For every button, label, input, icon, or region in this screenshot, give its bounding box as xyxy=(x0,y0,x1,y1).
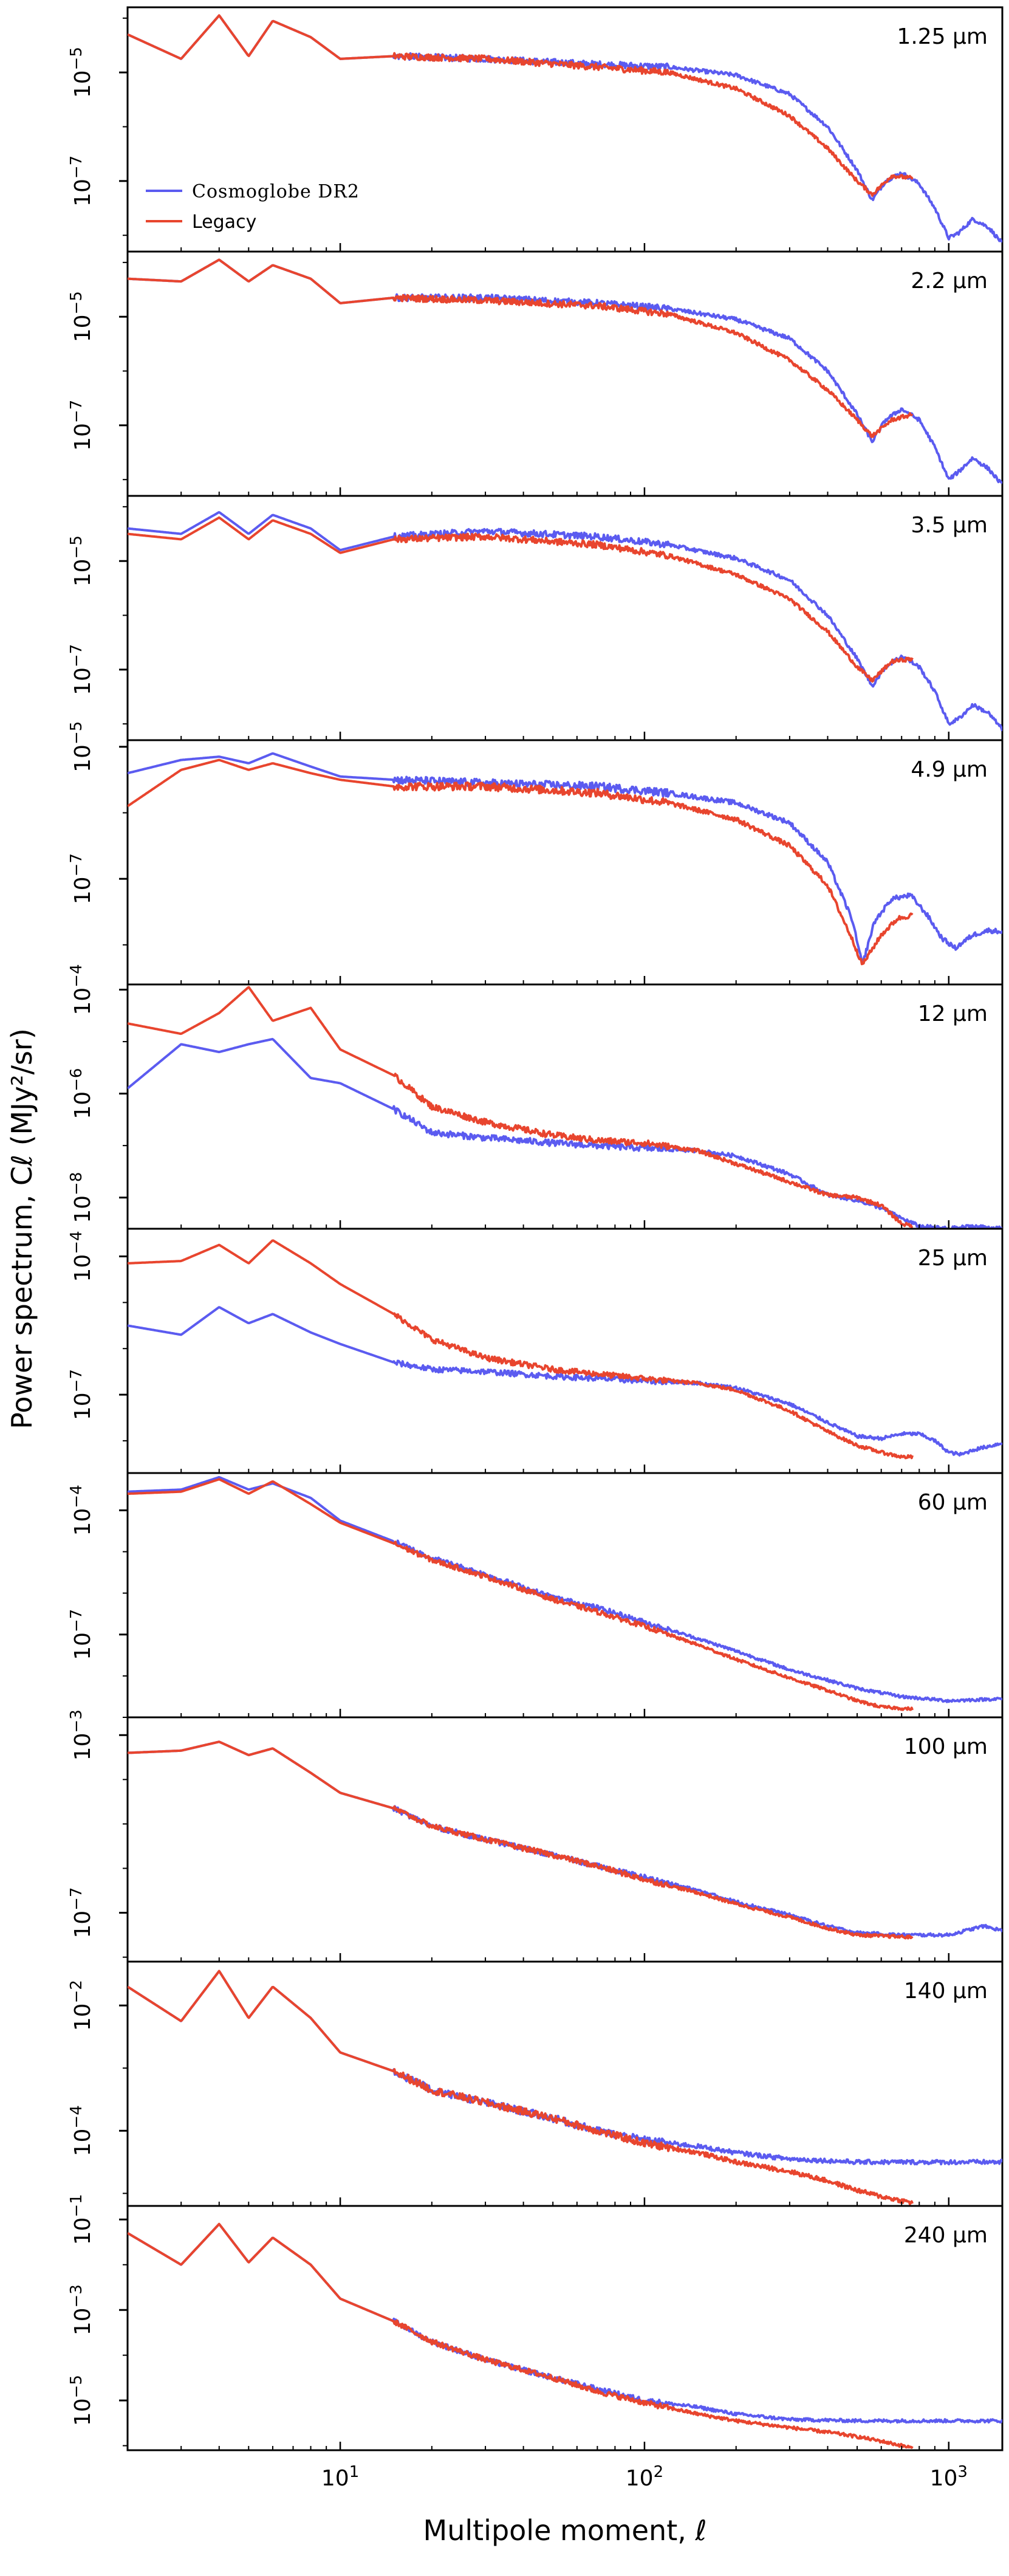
panel-wavelength-label: 12 μm xyxy=(918,1001,988,1026)
panel-frame xyxy=(126,983,1004,1230)
y-tick-label: 10−7 xyxy=(67,1609,95,1660)
y-tick-label: 10−2 xyxy=(67,1980,95,2031)
panel-25um: 10−4 10−7 25 μm xyxy=(67,1228,1004,1474)
panel-frame xyxy=(126,250,1004,497)
series-legacy-line xyxy=(128,986,914,1229)
y-tick-label: 10−4 xyxy=(67,2105,95,2156)
panel-wavelength-label: 240 μm xyxy=(904,2223,988,2248)
y-tick-label: 10−7 xyxy=(67,853,95,904)
series-legacy-line xyxy=(128,2222,914,2449)
panel-3.5um: 10−5 10−7 3.5 μm xyxy=(67,495,1004,741)
series-cosmoglobe-line xyxy=(128,752,1002,964)
x-tick-label: 101 xyxy=(321,2463,359,2491)
series-legacy-line xyxy=(128,758,914,966)
panel-wavelength-label: 2.2 μm xyxy=(911,269,988,294)
y-tick-label: 10−5 xyxy=(67,721,95,772)
y-tick-label: 10−7 xyxy=(67,1369,95,1420)
series-cosmoglobe-line xyxy=(128,1306,1002,1457)
series-legacy-line xyxy=(128,1478,914,1711)
panel-4.9um: 10−5 10−7 4.9 μm xyxy=(67,721,1004,986)
y-tick-label: 10−7 xyxy=(67,156,95,207)
panel-frame xyxy=(126,1228,1004,1474)
panel-frame xyxy=(126,1716,1004,1963)
series-legacy-line xyxy=(128,14,914,197)
y-tick-label: 10−7 xyxy=(67,644,95,695)
panel-wavelength-label: 140 μm xyxy=(904,1979,988,2004)
panel-wavelength-label: 25 μm xyxy=(918,1246,988,1271)
panel-frame xyxy=(126,1472,1004,1719)
panel-240um: 10−1 10−3 10−5 240 μm xyxy=(67,2194,1004,2451)
y-tick-label: 10−4 xyxy=(67,1485,95,1536)
panel-12um: 10−4 10−6 10−8 12 μm xyxy=(67,964,1004,1230)
series-legacy-line xyxy=(128,258,914,438)
series-cosmoglobe-line xyxy=(128,1037,1002,1229)
series-cosmoglobe-line xyxy=(128,511,1002,732)
panel-wavelength-label: 3.5 μm xyxy=(911,513,988,538)
legend-label: Legacy xyxy=(192,211,256,233)
y-tick-label: 10−6 xyxy=(67,1068,95,1119)
panel-frame xyxy=(126,6,1004,253)
y-tick-label: 10−4 xyxy=(67,964,95,1015)
panel-frame xyxy=(126,2205,1004,2451)
y-tick-label: 10−3 xyxy=(67,2284,95,2335)
y-tick-label: 10−5 xyxy=(67,2375,95,2426)
legend: Cosmoglobe DR2 Legacy xyxy=(146,181,360,233)
x-axis-title: Multipole moment, ℓ xyxy=(423,2514,707,2547)
x-tick-label: 103 xyxy=(930,2463,968,2491)
panel-frame xyxy=(126,1960,1004,2207)
y-tick-label: 10−3 xyxy=(67,1709,95,1760)
series-legacy-line xyxy=(128,1740,914,1940)
panel-1.25um: 10−5 10−7 1.25 μm Cosmoglobe DR2 Legacy xyxy=(67,6,1004,253)
panel-140um: 10−2 10−4 140 μm xyxy=(67,1960,1004,2207)
y-tick-label: 10−7 xyxy=(67,400,95,451)
panel-2.2um: 10−5 10−7 2.2 μm xyxy=(67,250,1004,497)
panel-frame xyxy=(126,739,1004,986)
x-tick-label: 102 xyxy=(626,2463,663,2491)
y-tick-label: 10−5 xyxy=(67,291,95,342)
series-legacy-line xyxy=(128,516,914,683)
y-tick-label: 10−7 xyxy=(67,1887,95,1939)
series-cosmoglobe-line xyxy=(128,1475,1002,1703)
y-tick-label: 10−5 xyxy=(67,47,95,98)
series-legacy-line xyxy=(128,1239,914,1460)
y-tick-label: 10−4 xyxy=(67,1231,95,1282)
y-tick-label: 10−8 xyxy=(67,1172,95,1223)
legend-label: Cosmoglobe DR2 xyxy=(192,181,360,202)
panel-60um: 10−4 10−7 60 μm xyxy=(67,1472,1004,1719)
series-legacy-line xyxy=(128,1970,914,2205)
panel-100um: 10−3 10−7 100 μm xyxy=(67,1709,1004,1963)
x-axis-labels: 101 102 103 xyxy=(321,2463,968,2491)
panel-wavelength-label: 60 μm xyxy=(918,1490,988,1515)
panel-wavelength-label: 100 μm xyxy=(904,1734,988,1759)
y-tick-label: 10−5 xyxy=(67,535,95,586)
panel-wavelength-label: 4.9 μm xyxy=(911,757,988,782)
y-tick-label: 10−1 xyxy=(67,2194,95,2245)
panel-wavelength-label: 1.25 μm xyxy=(897,24,988,49)
y-axis-title: Power spectrum, Cℓ (MJy²/sr) xyxy=(5,1028,38,1429)
